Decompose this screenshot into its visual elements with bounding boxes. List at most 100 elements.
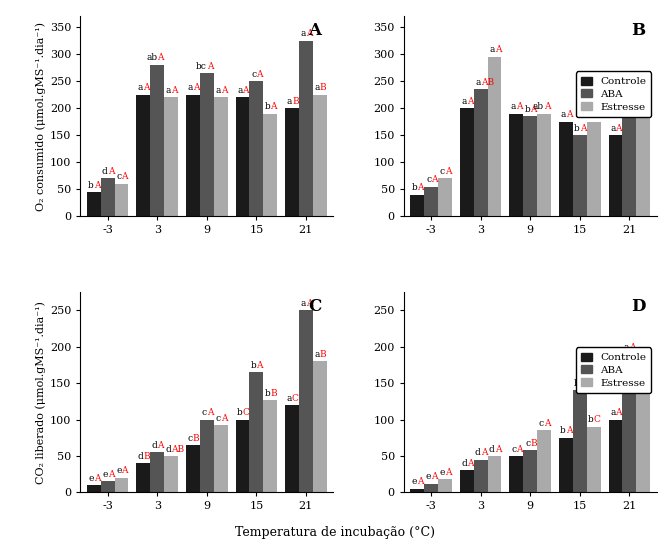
Bar: [186, 95, 200, 216]
Text: e: e: [425, 472, 431, 481]
Text: c: c: [539, 419, 544, 428]
Text: C: C: [243, 408, 249, 417]
Text: A: A: [143, 83, 150, 92]
Text: A: A: [616, 124, 622, 133]
Text: c: c: [525, 439, 530, 448]
Text: A: A: [480, 448, 487, 457]
Text: a: a: [314, 350, 320, 359]
Text: B: B: [530, 439, 537, 448]
Text: A: A: [616, 408, 622, 417]
Text: A: A: [270, 102, 277, 111]
Text: A: A: [629, 342, 636, 352]
Text: e: e: [116, 466, 121, 476]
Text: A: A: [157, 54, 163, 63]
Text: A: A: [121, 466, 128, 476]
Text: B: B: [580, 379, 586, 388]
Bar: [313, 95, 327, 216]
Text: B: B: [143, 452, 150, 461]
Text: e: e: [103, 470, 108, 479]
Text: A: A: [257, 361, 263, 370]
Bar: [115, 184, 129, 216]
Text: b: b: [237, 408, 243, 417]
Text: A: A: [629, 81, 636, 89]
Text: D: D: [631, 298, 646, 315]
Text: B: B: [320, 350, 326, 359]
Text: a: a: [237, 86, 243, 95]
Bar: [424, 484, 438, 492]
Text: c: c: [426, 175, 431, 184]
Text: Temperatura de incubação (°C): Temperatura de incubação (°C): [235, 526, 435, 539]
Bar: [488, 456, 502, 492]
Text: A: A: [517, 445, 523, 453]
Text: a: a: [511, 102, 517, 111]
Bar: [263, 400, 277, 492]
Text: A: A: [108, 470, 114, 479]
Text: C: C: [292, 394, 299, 403]
Text: b: b: [251, 361, 257, 370]
Text: a: a: [165, 86, 171, 95]
Text: B: B: [292, 97, 299, 105]
Text: d: d: [137, 452, 143, 461]
Text: a: a: [287, 394, 292, 403]
Text: b: b: [88, 181, 94, 189]
Text: A: A: [257, 70, 263, 78]
Bar: [636, 372, 650, 492]
Text: A: A: [544, 102, 551, 111]
Bar: [313, 361, 327, 492]
Bar: [164, 97, 178, 216]
Text: c: c: [216, 414, 220, 423]
Text: a: a: [489, 45, 494, 55]
Bar: [460, 108, 474, 216]
Bar: [509, 456, 523, 492]
Text: A: A: [94, 181, 100, 189]
Bar: [573, 391, 587, 492]
Text: A: A: [193, 83, 200, 92]
Bar: [235, 420, 249, 492]
Bar: [523, 450, 537, 492]
Text: ab: ab: [146, 54, 157, 63]
Text: c: c: [117, 173, 121, 181]
Text: A: A: [417, 477, 423, 486]
Bar: [608, 420, 622, 492]
Text: B: B: [270, 388, 277, 398]
Bar: [622, 92, 636, 216]
Text: a: a: [188, 83, 193, 92]
Bar: [214, 97, 228, 216]
Text: A: A: [580, 124, 586, 133]
Text: a: a: [300, 29, 306, 38]
Text: a: a: [624, 342, 629, 352]
Bar: [488, 57, 502, 216]
Text: ab: ab: [632, 86, 643, 95]
Legend: Controle, ABA, Estresse: Controle, ABA, Estresse: [576, 71, 651, 117]
Text: A: A: [494, 445, 501, 453]
Bar: [587, 427, 600, 492]
Text: a: a: [475, 78, 480, 87]
Text: A: A: [467, 459, 473, 468]
Text: A: A: [94, 473, 100, 483]
Text: ab: ab: [533, 102, 544, 111]
Bar: [438, 479, 452, 492]
Text: c: c: [440, 167, 445, 176]
Bar: [87, 485, 100, 492]
Bar: [87, 192, 100, 216]
Text: d: d: [165, 445, 171, 453]
Text: b: b: [588, 415, 594, 425]
Text: A: A: [431, 175, 438, 184]
Text: A: A: [220, 414, 227, 423]
Bar: [249, 372, 263, 492]
Text: b: b: [411, 183, 417, 192]
Text: d: d: [151, 441, 157, 450]
Text: c: c: [188, 434, 193, 443]
Bar: [509, 114, 523, 216]
Text: B: B: [193, 434, 200, 443]
Text: AB: AB: [480, 78, 494, 87]
Text: A: A: [445, 468, 452, 477]
Text: A: A: [157, 441, 163, 450]
Bar: [438, 179, 452, 216]
Bar: [186, 445, 200, 492]
Bar: [214, 425, 228, 492]
Text: bc: bc: [196, 62, 207, 70]
Bar: [235, 97, 249, 216]
Text: A: A: [566, 110, 572, 119]
Text: c: c: [251, 70, 257, 78]
